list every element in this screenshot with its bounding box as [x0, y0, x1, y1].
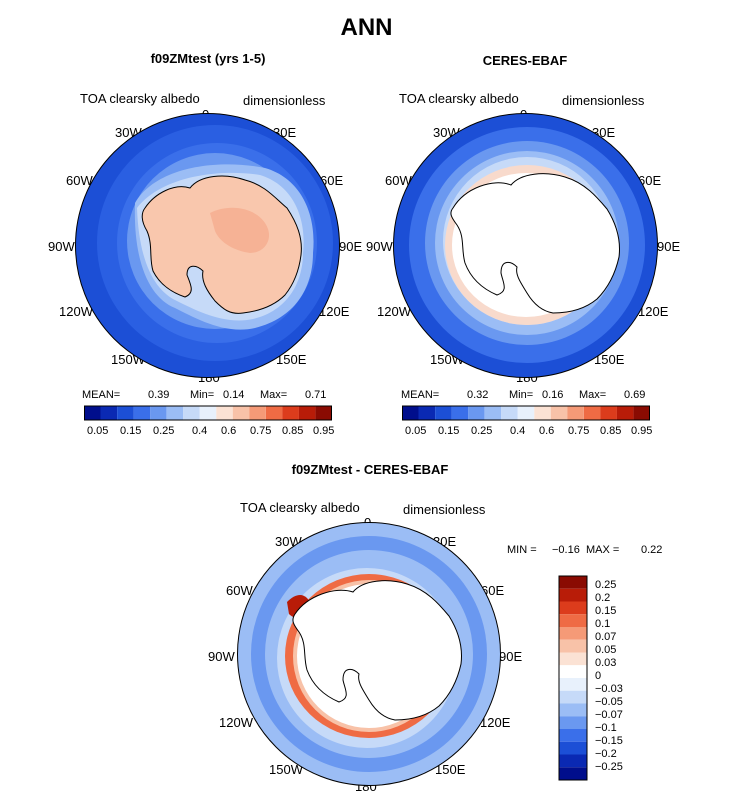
panel1-stats-mean-label: MEAN= — [82, 389, 121, 401]
panel3-cb-label: 0.03 — [595, 657, 617, 669]
panel2-lon-label-60w: 60W — [385, 173, 412, 188]
panel3-cb-label: 0.2 — [595, 592, 611, 604]
panel2-lon-label-120w: 120W — [377, 304, 411, 319]
panel1-polar-map — [75, 113, 340, 378]
panel3-cb-label: −0.25 — [595, 761, 623, 773]
panel3-colorbar — [558, 575, 588, 781]
panel1-cb-label: 0.95 — [313, 425, 335, 437]
panel3-cb-label: 0.15 — [595, 605, 617, 617]
panel3-units: dimensionless — [403, 502, 486, 517]
panel3-stats-max-label: MAX = — [586, 544, 620, 556]
panel3-cb-label: 0.1 — [595, 618, 611, 630]
panel2-cb-label: 0.85 — [600, 425, 622, 437]
panel1-cb-label: 0.25 — [153, 425, 175, 437]
panel1-lon-label-120e: 120E — [319, 304, 350, 319]
panel1-antarctica — [141, 175, 302, 314]
panel3-cb-label: 0.07 — [595, 631, 617, 643]
panel3-stats-min-label: MIN = — [507, 544, 537, 556]
panel2-polar-map — [393, 113, 658, 378]
panel1-lon-label-60w: 60W — [66, 173, 93, 188]
panel1-stats-max: 0.71 — [305, 389, 327, 401]
panel1-lon-label-60e: 60E — [320, 173, 344, 188]
panel3-lon-label-120e: 120E — [480, 715, 511, 730]
panel3-cb-label: −0.2 — [595, 748, 617, 760]
panel3-cb-label: 0 — [595, 670, 602, 682]
panel1-cb-label: 0.85 — [282, 425, 304, 437]
panel2-cb-label: 0.05 — [405, 425, 427, 437]
panel1-cb-label: 0.15 — [120, 425, 142, 437]
panel3-lon-label-60w: 60W — [226, 583, 253, 598]
figure-title: ANN — [340, 14, 393, 41]
panel1-lon-label-90e: 90E — [339, 239, 363, 254]
panel2-cb-label: 0.75 — [568, 425, 590, 437]
panel2-units: dimensionless — [562, 93, 645, 108]
panel2-lon-label-150e: 150E — [594, 352, 625, 367]
panel3-title: f09ZMtest - CERES-EBAF — [291, 462, 449, 477]
panel2-stats-mean-label: MEAN= — [401, 389, 440, 401]
panel1-stats-mean: 0.39 — [148, 389, 170, 401]
panel2-lon-label-90w: 90W — [366, 239, 393, 254]
panel3-lon-label-150e: 150E — [435, 762, 466, 777]
panel3-cb-label: −0.05 — [595, 696, 623, 708]
panel1-lon-label-150e: 150E — [276, 352, 307, 367]
panel1-stats-min: 0.14 — [223, 389, 245, 401]
panel3-stats-max: 0.22 — [641, 544, 663, 556]
panel1-cb-label: 0.4 — [192, 425, 208, 437]
panel2-lon-label-60e: 60E — [638, 173, 662, 188]
panel2-cb-label: 0.4 — [510, 425, 526, 437]
panel1-stats-max-label: Max= — [260, 389, 288, 401]
panel3-lon-label-60e: 60E — [481, 583, 505, 598]
panel3-lon-label-90w: 90W — [208, 649, 235, 664]
panel1-lon-label-90w: 90W — [48, 239, 75, 254]
panel1-cb-label: 0.75 — [250, 425, 272, 437]
panel3-antarctica — [292, 580, 462, 721]
panel3-lon-label-150w: 150W — [269, 762, 303, 777]
panel2-stats-mean: 0.32 — [467, 389, 489, 401]
panel2-title: CERES-EBAF — [482, 53, 568, 68]
panel1-colorbar — [84, 405, 332, 421]
panel1-units: dimensionless — [243, 93, 326, 108]
panel2-colorbar — [402, 405, 650, 421]
panel2-cb-label: 0.15 — [438, 425, 460, 437]
panel1-stats-min-label: Min= — [190, 389, 215, 401]
panel3-cb-label: −0.03 — [595, 683, 623, 695]
panel3-cb-label: −0.15 — [595, 735, 623, 747]
panel3-cb-label: 0.25 — [595, 579, 617, 591]
panel3-cb-label: 0.05 — [595, 644, 617, 656]
panel2-cb-label: 0.6 — [539, 425, 555, 437]
panel2-variable: TOA clearsky albedo — [399, 91, 519, 106]
panel2-stats-max-label: Max= — [579, 389, 607, 401]
panel2-antarctica — [450, 173, 620, 314]
panel1-lon-label-120w: 120W — [59, 304, 93, 319]
panel3-lon-label-120w: 120W — [219, 715, 253, 730]
panel3-variable: TOA clearsky albedo — [240, 500, 360, 515]
panel3-stats-min: −0.16 — [552, 544, 580, 556]
panel2-stats-min-label: Min= — [509, 389, 534, 401]
panel3-cb-label: −0.1 — [595, 722, 617, 734]
panel2-lon-label-120e: 120E — [638, 304, 669, 319]
panel2-cb-label: 0.95 — [631, 425, 653, 437]
panel1-title: f09ZMtest (yrs 1-5) — [150, 51, 266, 66]
panel2-stats-min: 0.16 — [542, 389, 564, 401]
panel2-lon-label-90e: 90E — [657, 239, 681, 254]
panel3-cb-label: −0.07 — [595, 709, 623, 721]
panel1-variable: TOA clearsky albedo — [80, 91, 200, 106]
panel3-polar-map — [237, 522, 501, 786]
panel1-cb-label: 0.05 — [87, 425, 109, 437]
panel1-cb-label: 0.6 — [221, 425, 237, 437]
panel3-lon-label-90e: 90E — [499, 649, 523, 664]
panel2-stats-max: 0.69 — [624, 389, 646, 401]
panel2-cb-label: 0.25 — [471, 425, 493, 437]
